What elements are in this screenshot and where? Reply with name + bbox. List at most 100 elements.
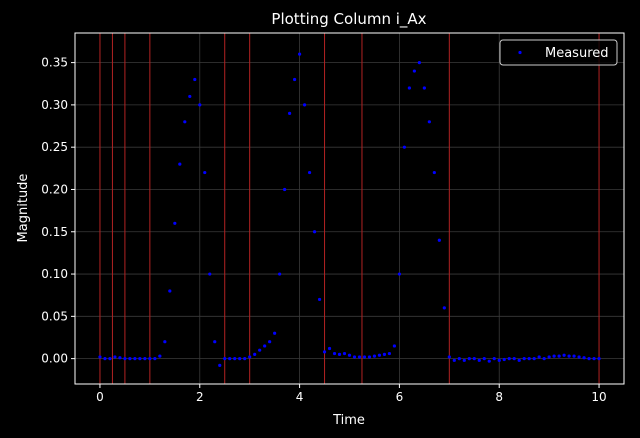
data-point xyxy=(522,357,526,361)
data-point xyxy=(322,350,327,354)
data-point xyxy=(248,355,252,359)
data-point xyxy=(103,357,107,361)
data-point xyxy=(382,352,387,356)
data-point xyxy=(597,357,601,361)
data-point xyxy=(98,355,102,359)
y-tick-label: 0.30 xyxy=(41,98,68,112)
data-point xyxy=(302,103,307,107)
x-axis-ticks: 0 2 4 6 8 10 xyxy=(96,384,607,404)
data-point xyxy=(427,120,431,124)
data-point xyxy=(337,352,342,356)
data-point xyxy=(397,272,402,276)
data-point xyxy=(183,120,187,124)
data-point xyxy=(542,357,546,361)
data-point xyxy=(457,357,461,361)
x-tick-label: 6 xyxy=(396,390,404,404)
data-point xyxy=(307,170,312,175)
data-point xyxy=(233,357,237,361)
x-tick-label: 8 xyxy=(495,390,503,404)
data-point xyxy=(193,77,197,82)
y-tick-label: 0.10 xyxy=(41,267,68,281)
data-point xyxy=(283,187,287,192)
data-point xyxy=(507,357,511,361)
data-point xyxy=(312,230,317,234)
data-point xyxy=(238,357,242,361)
data-point xyxy=(582,356,586,360)
data-point xyxy=(273,331,277,335)
x-tick-label: 0 xyxy=(96,390,104,404)
data-point xyxy=(412,69,416,73)
legend-marker xyxy=(518,50,522,55)
x-tick-label: 10 xyxy=(591,390,606,404)
data-point xyxy=(118,356,122,360)
x-axis-label: Time xyxy=(332,413,365,428)
data-point xyxy=(168,289,172,293)
data-point xyxy=(362,355,367,359)
data-point xyxy=(153,357,157,361)
chart-title: Plotting Column i_Ax xyxy=(271,10,426,29)
data-point xyxy=(497,358,501,362)
data-point xyxy=(417,61,421,65)
data-point xyxy=(253,352,257,356)
data-point xyxy=(372,354,377,358)
legend-box xyxy=(499,39,618,66)
data-point xyxy=(268,340,272,344)
data-point xyxy=(148,357,152,361)
data-point xyxy=(163,340,167,344)
data-point xyxy=(213,340,217,344)
data-point xyxy=(293,77,297,82)
data-point xyxy=(422,86,426,90)
data-point xyxy=(133,357,137,361)
y-tick-label: 0.20 xyxy=(41,182,68,196)
data-point xyxy=(462,358,466,362)
data-point xyxy=(188,94,192,99)
data-point xyxy=(482,357,486,361)
data-point xyxy=(567,354,571,358)
series-measured xyxy=(98,52,601,367)
data-point xyxy=(327,346,332,351)
data-point xyxy=(577,355,581,359)
y-tick-label: 0.00 xyxy=(41,352,68,366)
data-point xyxy=(278,272,282,276)
data-point xyxy=(552,354,556,358)
data-point xyxy=(477,358,481,362)
data-point xyxy=(203,170,207,175)
data-point xyxy=(512,357,516,361)
data-point xyxy=(243,357,247,361)
data-point xyxy=(113,355,117,359)
plot-frame xyxy=(74,32,625,385)
data-point xyxy=(387,351,392,356)
data-point xyxy=(557,354,561,358)
data-point xyxy=(377,353,382,357)
data-point xyxy=(173,221,177,225)
data-point xyxy=(547,355,551,359)
data-point xyxy=(467,357,471,361)
y-tick-label: 0.35 xyxy=(41,56,68,70)
y-tick-label: 0.25 xyxy=(41,140,68,154)
y-tick-label: 0.15 xyxy=(41,225,68,239)
data-point xyxy=(447,355,451,359)
data-point xyxy=(198,103,202,107)
data-point xyxy=(263,344,267,348)
data-point xyxy=(367,355,372,359)
data-point xyxy=(208,272,212,276)
data-point xyxy=(492,357,496,361)
x-tick-label: 2 xyxy=(196,390,204,404)
data-point xyxy=(502,357,506,362)
data-point xyxy=(143,357,147,361)
data-point xyxy=(527,357,531,361)
data-point xyxy=(587,357,591,361)
data-point xyxy=(432,170,436,175)
data-point xyxy=(258,348,262,352)
data-point xyxy=(357,355,362,359)
data-point xyxy=(138,357,142,361)
data-point xyxy=(562,353,566,357)
data-point xyxy=(332,351,337,356)
data-point xyxy=(452,358,456,362)
data-point xyxy=(123,357,127,361)
data-point xyxy=(228,357,232,361)
data-point xyxy=(108,357,112,361)
data-point xyxy=(223,357,227,361)
